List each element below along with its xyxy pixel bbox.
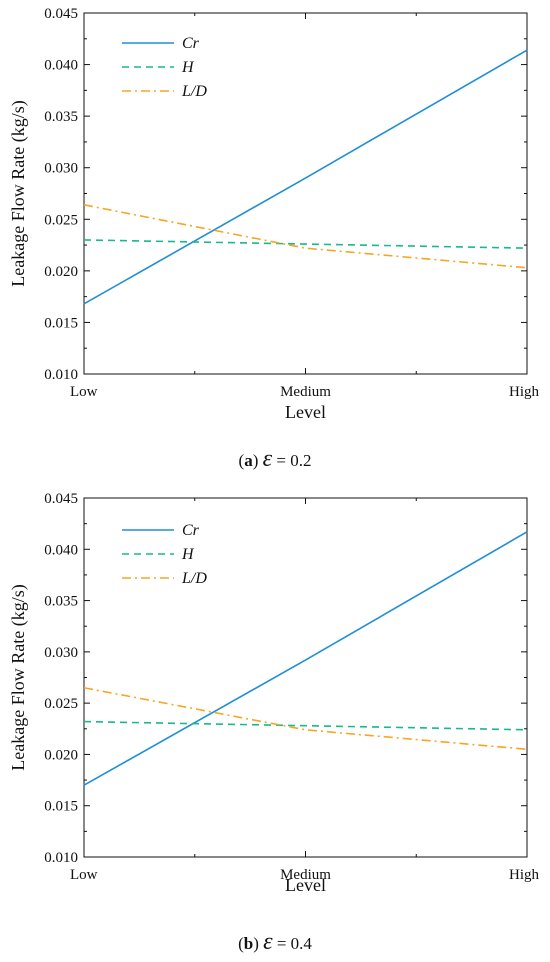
y-tick-label: 0.030 xyxy=(44,645,78,661)
x-tick-label: High xyxy=(509,867,540,883)
x-tick-label: Low xyxy=(70,867,98,883)
legend-label: H xyxy=(181,59,195,76)
y-tick-label: 0.015 xyxy=(44,799,78,815)
y-tick-label: 0.020 xyxy=(44,747,78,763)
y-tick-label: 0.025 xyxy=(44,696,78,712)
series-line-l-d xyxy=(83,204,528,269)
legend-label: Cr xyxy=(182,35,200,52)
y-tick-label: 0.045 xyxy=(44,6,78,22)
y-tick-label: 0.020 xyxy=(44,264,78,280)
x-axis-title: Level xyxy=(285,402,326,422)
y-axis-title: Leakage Flow Rate (kg/s) xyxy=(8,584,29,770)
y-tick-label: 0.045 xyxy=(44,491,78,507)
y-tick-label: 0.030 xyxy=(44,161,78,177)
y-tick-label: 0.035 xyxy=(44,594,78,610)
series-line-h xyxy=(83,720,528,731)
x-tick-label: Medium xyxy=(280,867,331,883)
y-tick-label: 0.010 xyxy=(44,367,78,383)
y-tick-label: 0.035 xyxy=(44,109,78,125)
chart-a-svg: 0.010 0.015 0.020 0.025 0.030 0.035 0.040 0.045… xyxy=(8,6,540,472)
series-line-cr xyxy=(83,49,528,305)
x-axis-title: Level xyxy=(285,875,326,895)
figure-caption: (a) ε = 0.2 xyxy=(239,446,312,472)
x-tick-label: High xyxy=(509,384,540,400)
series-line-h xyxy=(83,239,528,249)
x-tick-label: Medium xyxy=(280,384,331,400)
series-line-l-d xyxy=(83,686,528,751)
y-axis-title: Leakage Flow Rate (kg/s) xyxy=(8,100,29,286)
plot-frame xyxy=(83,497,528,858)
legend-label: Cr xyxy=(182,522,200,539)
figure-caption: (b) ε = 0.4 xyxy=(238,929,312,955)
legend-label: L/D xyxy=(181,83,207,100)
legend-label: H xyxy=(181,546,195,563)
y-tick-label: 0.025 xyxy=(44,212,78,228)
chart-panel-b: 0.010 0.015 0.020 0.025 0.030 0.035 0.040 0.045… xyxy=(0,481,550,962)
series-line-cr xyxy=(83,531,528,786)
legend-label: L/D xyxy=(181,570,207,587)
y-tick-label: 0.040 xyxy=(44,542,78,558)
y-tick-label: 0.015 xyxy=(44,315,78,331)
chart-panel-a: 0.010 0.015 0.020 0.025 0.030 0.035 0.040 0.045… xyxy=(8,6,540,472)
chart-b-svg: 0.010 0.015 0.020 0.025 0.030 0.035 0.040 0.045… xyxy=(8,491,540,955)
y-tick-label: 0.010 xyxy=(44,850,78,866)
y-tick-label: 0.040 xyxy=(44,58,78,74)
x-tick-label: Low xyxy=(70,384,98,400)
